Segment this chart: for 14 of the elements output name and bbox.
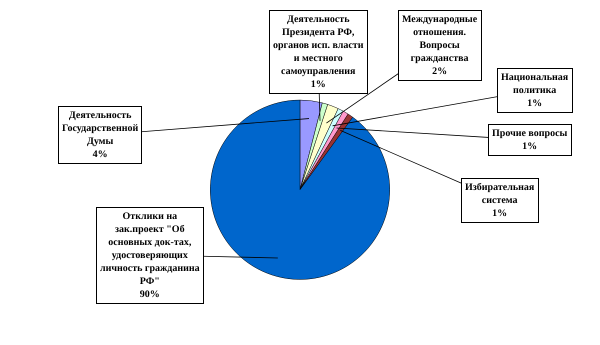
slice-label: Избирательная система xyxy=(465,182,535,206)
slice-label: Отклики на зак.проект "Об основных док-тах, удостоверяющих личность гражданина РФ" xyxy=(100,211,200,287)
data-label: 2% xyxy=(432,66,448,77)
slice-label: Деятельность Государственной Думы xyxy=(62,110,138,147)
data-label: 1% xyxy=(492,208,508,219)
slice-label: Национальная политика xyxy=(501,72,569,96)
data-label: 1% xyxy=(310,79,326,90)
data-label: 4% xyxy=(92,149,108,160)
data-label: 1% xyxy=(527,98,542,109)
slice-label: Деятельность Президента РФ, органов исп. власти и местного самоуправления xyxy=(273,14,364,77)
slice-label: Международные отношения. Вопросы гражданства xyxy=(402,14,478,64)
data-label: 90% xyxy=(140,289,160,300)
data-label: 1% xyxy=(522,141,538,152)
slice-label: Прочие вопросы xyxy=(492,128,568,139)
